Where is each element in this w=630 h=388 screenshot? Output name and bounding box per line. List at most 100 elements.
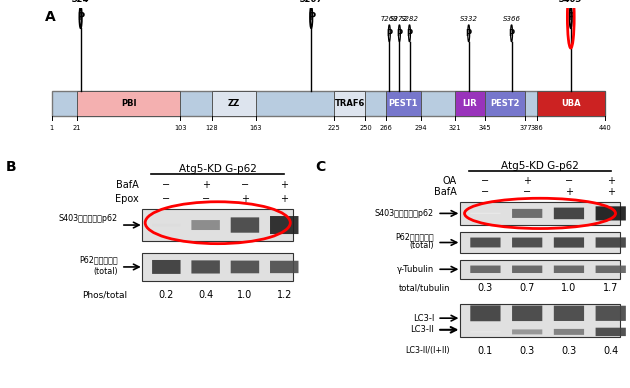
Text: (total): (total) — [410, 241, 434, 251]
FancyBboxPatch shape — [270, 261, 299, 273]
Text: P: P — [466, 29, 472, 38]
Text: S366: S366 — [503, 16, 520, 22]
Text: +: + — [241, 194, 249, 204]
Text: 0.3: 0.3 — [478, 283, 493, 293]
Text: P: P — [307, 12, 315, 23]
Text: P: P — [386, 29, 392, 38]
Text: 0.4: 0.4 — [603, 346, 619, 356]
Bar — [537, 90, 605, 116]
Text: A: A — [45, 10, 56, 24]
Text: −: − — [163, 180, 170, 191]
Text: BafA: BafA — [117, 180, 139, 191]
Text: 1.0: 1.0 — [561, 283, 576, 293]
Text: S272: S272 — [391, 16, 408, 22]
FancyBboxPatch shape — [152, 223, 181, 227]
Bar — [77, 90, 180, 116]
FancyBboxPatch shape — [512, 306, 542, 321]
Text: T269: T269 — [381, 16, 398, 22]
Text: 163: 163 — [249, 125, 262, 131]
Text: +: + — [202, 180, 210, 191]
Bar — [460, 304, 621, 337]
Bar — [386, 90, 421, 116]
Text: 1.2: 1.2 — [277, 290, 292, 300]
Text: TRAF6: TRAF6 — [335, 99, 365, 107]
Text: P: P — [77, 12, 84, 23]
Bar — [460, 202, 621, 225]
Text: P62タンパク質: P62タンパク質 — [396, 232, 434, 241]
FancyBboxPatch shape — [192, 220, 220, 230]
FancyBboxPatch shape — [595, 265, 626, 273]
Text: S332: S332 — [460, 16, 478, 22]
FancyBboxPatch shape — [595, 237, 626, 248]
Text: LC3-II/(I+II): LC3-II/(I+II) — [406, 346, 450, 355]
Bar — [212, 90, 256, 116]
FancyBboxPatch shape — [192, 260, 220, 274]
Text: 250: 250 — [359, 125, 372, 131]
Text: PEST2: PEST2 — [491, 99, 520, 107]
FancyBboxPatch shape — [470, 237, 501, 248]
Text: +: + — [607, 176, 615, 186]
Text: 377: 377 — [519, 125, 532, 131]
Text: 225: 225 — [328, 125, 340, 131]
FancyBboxPatch shape — [554, 265, 584, 273]
Circle shape — [570, 7, 572, 28]
FancyBboxPatch shape — [554, 237, 584, 248]
Text: S403リン酸化型p62: S403リン酸化型p62 — [375, 209, 434, 218]
FancyBboxPatch shape — [595, 306, 626, 321]
Text: 386: 386 — [530, 125, 543, 131]
Text: 103: 103 — [174, 125, 186, 131]
Text: 0.7: 0.7 — [520, 283, 535, 293]
Text: S403: S403 — [559, 0, 583, 4]
Bar — [52, 90, 605, 116]
Text: −: − — [565, 176, 573, 186]
Text: Atg5-KD G-p62: Atg5-KD G-p62 — [501, 161, 579, 171]
Text: total/tubulin: total/tubulin — [399, 283, 450, 293]
FancyBboxPatch shape — [554, 208, 584, 219]
Text: P: P — [508, 29, 515, 38]
Bar — [334, 90, 365, 116]
Text: +: + — [607, 187, 615, 197]
Circle shape — [467, 25, 469, 42]
Text: Epox: Epox — [115, 194, 139, 204]
FancyBboxPatch shape — [595, 328, 626, 336]
Text: −: − — [202, 194, 210, 204]
Text: −: − — [523, 187, 531, 197]
Text: 0.4: 0.4 — [198, 290, 214, 300]
FancyBboxPatch shape — [470, 305, 501, 321]
Text: 21: 21 — [72, 125, 81, 131]
Bar — [142, 253, 294, 281]
FancyBboxPatch shape — [470, 265, 501, 273]
FancyBboxPatch shape — [231, 261, 259, 273]
Circle shape — [408, 25, 411, 42]
Text: S24: S24 — [72, 0, 89, 4]
FancyBboxPatch shape — [512, 265, 542, 273]
FancyBboxPatch shape — [470, 213, 501, 214]
Text: Phos/total: Phos/total — [82, 290, 127, 300]
Text: −: − — [163, 194, 170, 204]
Text: OA: OA — [442, 176, 457, 186]
FancyBboxPatch shape — [470, 331, 501, 333]
Text: 294: 294 — [415, 125, 427, 131]
Text: PBI: PBI — [121, 99, 136, 107]
Text: 0.1: 0.1 — [478, 346, 493, 356]
Bar — [142, 209, 294, 241]
Text: −: − — [481, 176, 490, 186]
FancyBboxPatch shape — [512, 209, 542, 218]
Text: 1: 1 — [50, 125, 54, 131]
Text: +: + — [523, 176, 531, 186]
Text: γ-Tubulin: γ-Tubulin — [397, 265, 434, 274]
FancyBboxPatch shape — [595, 206, 626, 220]
Text: S403リン酸化型p62: S403リン酸化型p62 — [59, 213, 118, 223]
Circle shape — [388, 25, 390, 42]
FancyBboxPatch shape — [554, 306, 584, 321]
Text: 440: 440 — [598, 125, 611, 131]
Text: +: + — [565, 187, 573, 197]
FancyBboxPatch shape — [512, 329, 542, 334]
Circle shape — [79, 7, 82, 28]
Text: P62タンパク質: P62タンパク質 — [79, 255, 118, 265]
Text: LIR: LIR — [462, 99, 478, 107]
Text: B: B — [6, 160, 16, 174]
Text: P: P — [567, 12, 575, 23]
Bar — [460, 232, 621, 253]
Text: (total): (total) — [93, 267, 118, 276]
